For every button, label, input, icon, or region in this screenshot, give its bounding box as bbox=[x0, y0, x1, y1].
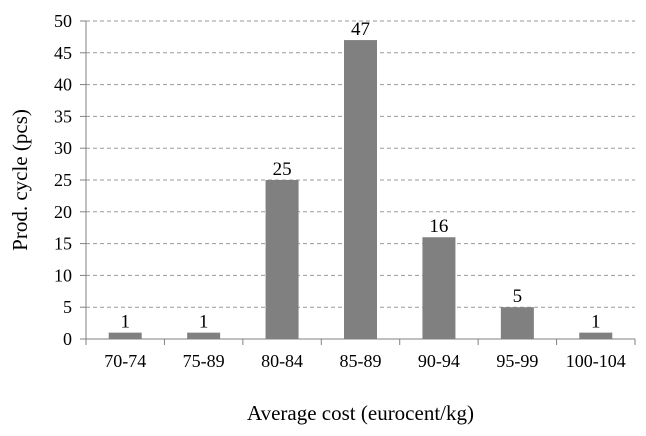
x-tick-label-90-94: 90-94 bbox=[418, 351, 460, 371]
y-tick-label: 35 bbox=[54, 106, 72, 126]
y-axis-title: Prod. cycle (pcs) bbox=[8, 109, 32, 251]
bar-70-74 bbox=[108, 332, 142, 339]
x-tick-label-100-104: 100-104 bbox=[566, 351, 626, 371]
bar-75-89 bbox=[187, 332, 221, 339]
bar-100-104 bbox=[579, 332, 613, 339]
data-label-80-84: 25 bbox=[273, 159, 292, 180]
bar-90-94 bbox=[422, 237, 456, 339]
bar-95-99 bbox=[500, 307, 534, 339]
x-tick-label-80-84: 80-84 bbox=[261, 351, 303, 371]
y-tick-label: 45 bbox=[54, 43, 72, 63]
bar-80-84 bbox=[265, 180, 299, 339]
bars bbox=[85, 40, 636, 345]
x-tick-label-85-89: 85-89 bbox=[340, 351, 382, 371]
data-labels: 1 1 25 47 16 5 1 bbox=[120, 19, 600, 333]
data-label-70-74: 1 bbox=[120, 312, 130, 333]
y-tick-label: 40 bbox=[54, 75, 72, 95]
x-tick-label-75-89: 75-89 bbox=[183, 351, 225, 371]
data-label-75-89: 1 bbox=[199, 312, 209, 333]
data-label-85-89: 47 bbox=[351, 19, 370, 40]
y-tick-label: 25 bbox=[54, 170, 72, 190]
y-tick-label: 20 bbox=[54, 202, 72, 222]
y-tick-label: 15 bbox=[54, 234, 72, 254]
x-axis-title: Average cost (eurocent/kg) bbox=[247, 401, 474, 425]
y-tick-label: 50 bbox=[54, 11, 72, 31]
y-tick-labels: 0 5 10 15 20 25 30 35 40 45 50 bbox=[54, 11, 72, 349]
x-tick-label-95-99: 95-99 bbox=[496, 351, 538, 371]
data-label-95-99: 5 bbox=[513, 286, 523, 307]
data-label-100-104: 1 bbox=[591, 312, 601, 333]
bar-85-89 bbox=[344, 40, 377, 339]
y-tick-label: 30 bbox=[54, 138, 72, 158]
data-label-90-94: 16 bbox=[429, 216, 448, 237]
x-tick-labels: 70-74 75-89 80-84 85-89 90-94 95-99 100-104 bbox=[104, 351, 626, 371]
x-tick-label-70-74: 70-74 bbox=[104, 351, 146, 371]
y-tick-label: 5 bbox=[63, 297, 72, 317]
y-tick-label: 0 bbox=[63, 329, 72, 349]
y-tick-label: 10 bbox=[54, 265, 72, 285]
